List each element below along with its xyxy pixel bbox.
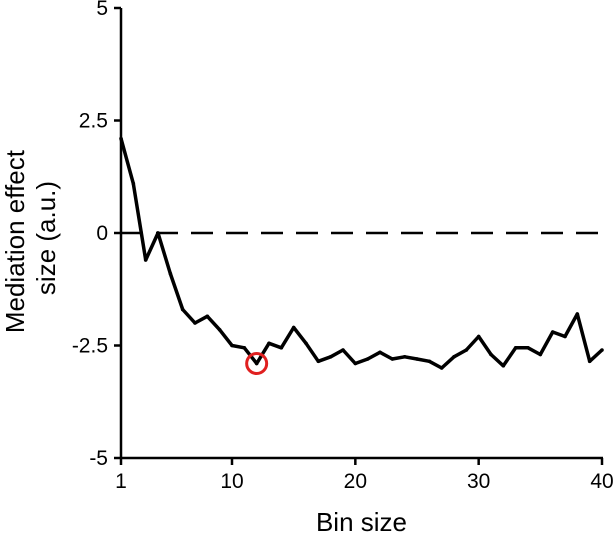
y-tick-label: 5 [96,0,108,20]
data-point [575,312,580,316]
data-point [427,359,432,364]
data-point [489,352,493,357]
data-point [378,350,382,355]
data-point [304,341,308,346]
data-point [353,361,358,366]
data-point [267,341,271,346]
y-axis-label-line-2: size (a.u.) [31,181,61,295]
data-point [476,334,481,339]
y-tick-label: 0 [96,222,108,245]
y-tick-label: -5 [89,447,108,470]
data-point [279,345,284,350]
data-point [563,334,567,339]
data-point [180,307,185,312]
x-tick-label: 1 [115,470,127,493]
data-point [464,348,469,352]
data-point [230,343,234,348]
data-point [600,348,604,352]
x-axis-label: Bin size [316,507,407,537]
data-point [131,181,136,186]
data-point [550,330,555,334]
data-point [501,363,506,368]
data-point [254,361,259,366]
y-tick-label: -2.5 [72,335,108,358]
y-axis-label-line-1: Mediation effect [0,149,30,333]
data-point [143,258,148,262]
data-point [415,357,419,361]
data-point [513,345,518,350]
x-tick-label: 30 [467,470,490,493]
data-point [328,354,333,359]
data-point [168,271,173,276]
data-point [390,357,395,361]
data-point [217,327,222,332]
data-point [291,325,296,330]
series-points [119,136,604,370]
data-point [156,231,160,235]
data-point [439,366,444,370]
highlight-marker [245,352,269,375]
data-point [242,345,247,350]
y-tick-label: 2.5 [79,110,108,133]
series-line [119,138,604,370]
data-point [341,348,345,352]
y-ticks: 5 2.5 0 -2.5 -5 [72,0,121,470]
data-point [365,357,370,361]
x-tick-label: 20 [344,470,367,493]
x-ticks: 1 10 20 30 40 [115,458,614,493]
data-point [119,136,123,141]
y-axis-label: Mediation effect size (a.u.) [0,143,61,333]
data-point [205,314,210,319]
x-tick-label: 10 [220,470,243,493]
data-point [193,321,197,325]
data-point [402,354,407,359]
data-point [316,359,321,364]
data-point [587,359,592,364]
data-point [452,354,456,359]
data-point [526,345,530,350]
x-tick-label: 40 [590,470,613,493]
data-point [538,352,543,357]
